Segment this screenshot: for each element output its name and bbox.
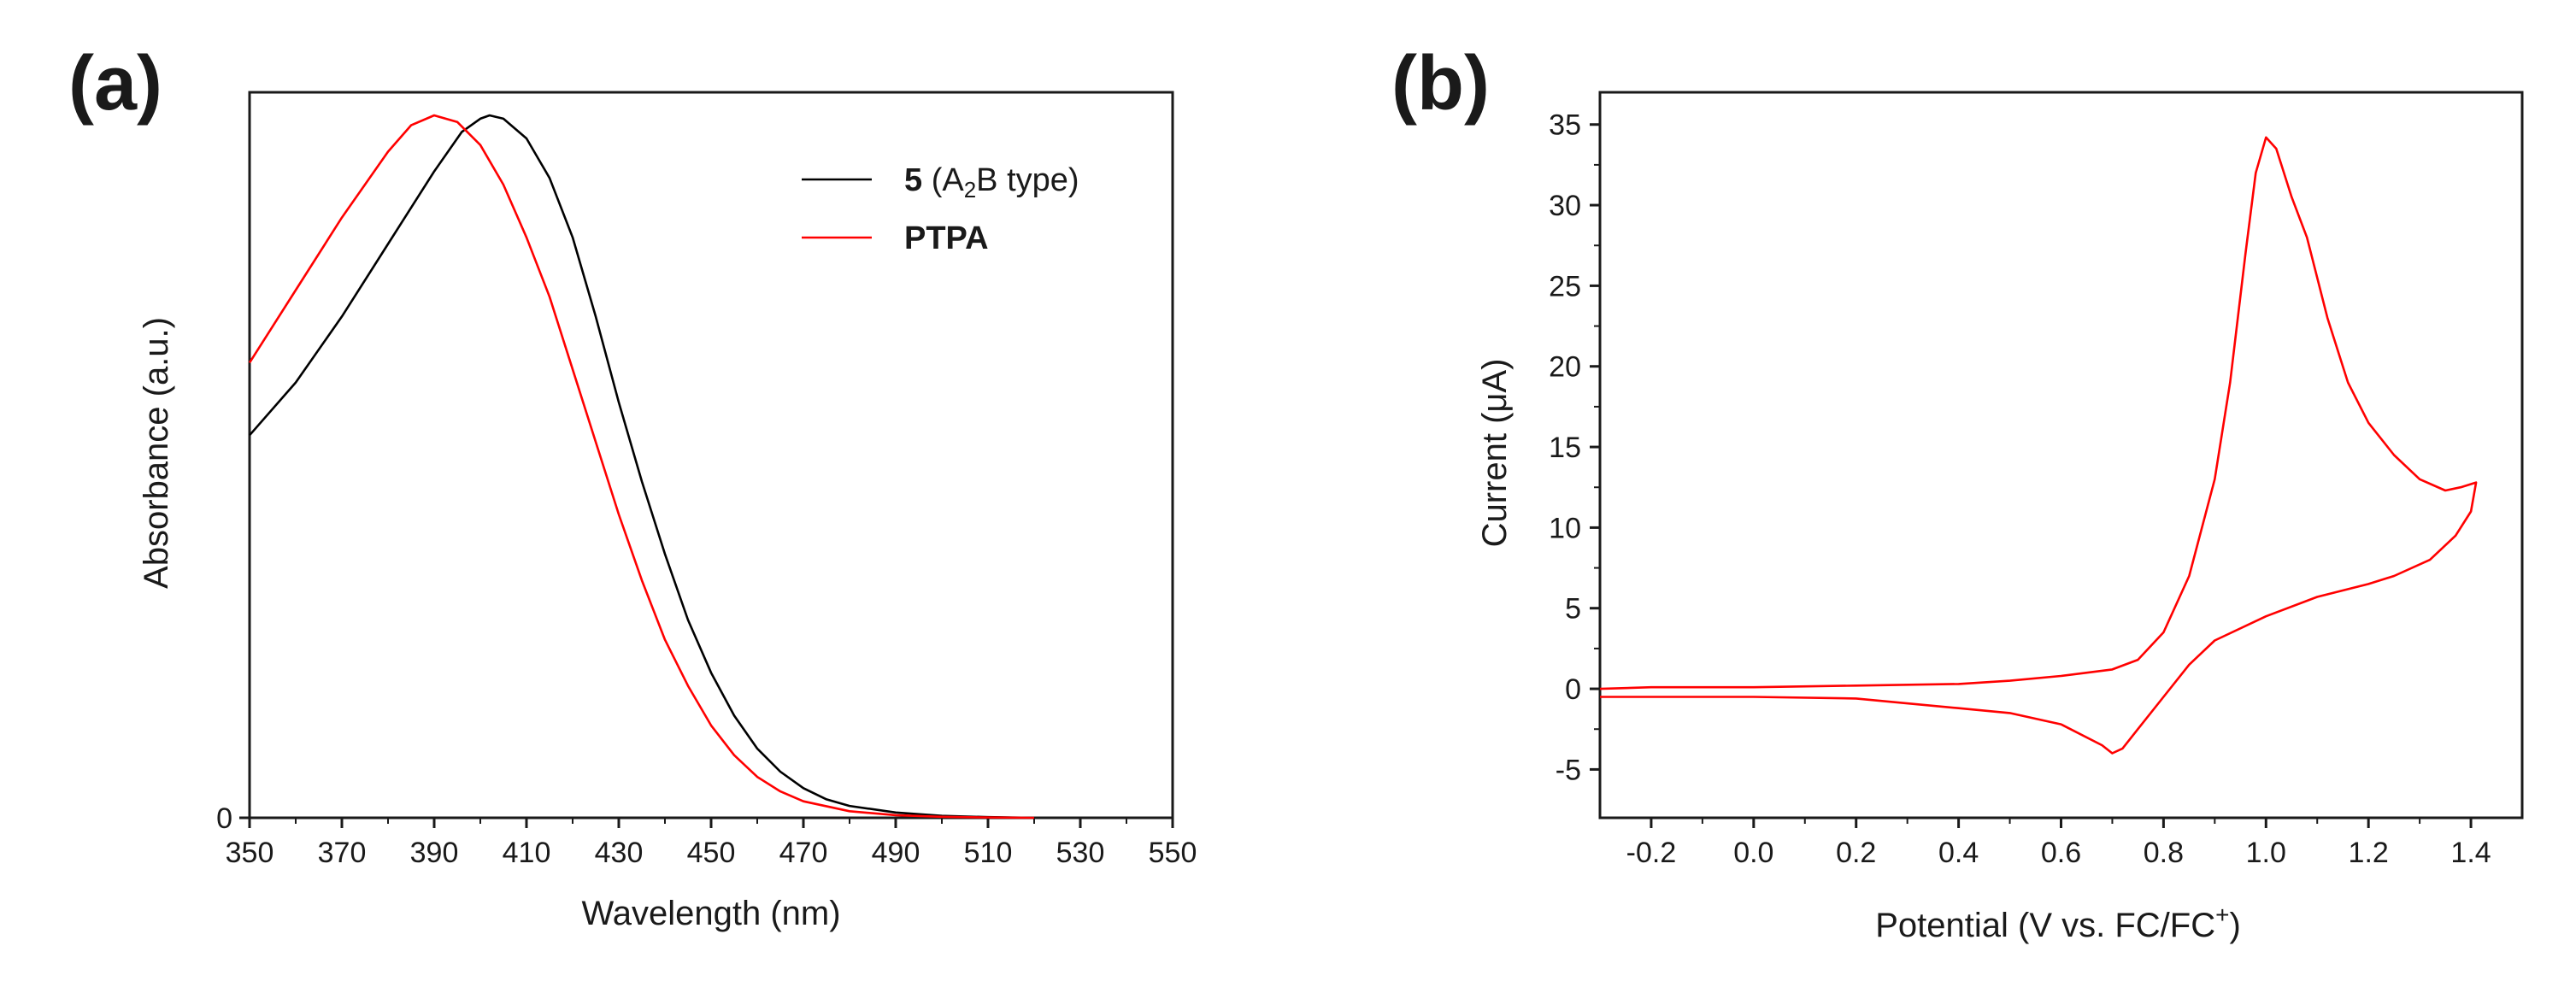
panel-b-series [1599,136,2478,755]
panel-b-chart: (b) -0.2 0.0 0.2 0.4 0.6 0.8 1.0 1.2 1.4 -5 0 5 10 15… [1391,41,2524,944]
panel-b-y-tick-label: 25 [1549,270,1581,303]
panel-a-x-tick-label: 470 [779,837,828,869]
panel-a-y-tick-label: 0 [216,802,232,835]
panel-a-x-tick-label: 430 [595,837,644,869]
panel-a-legend: 5 (A2B type) PTPA [802,162,1079,256]
panel-a-series-line [249,114,1035,820]
panel-b-y-tick-label: 35 [1549,109,1581,142]
panel-b-y-tick-label: 10 [1549,512,1581,544]
panel-b-x-tick-label: 1.0 [2246,837,2286,869]
panel-a-x-ticks: 350 370 390 410 430 450 470 490 510 530 550 [226,816,1197,869]
panel-b-y-axis-title: Current (μA) [1476,359,1514,548]
panel-b-x-tick-label: 0.8 [2144,837,2184,869]
panel-b-y-tick-label: 15 [1549,432,1581,464]
legend-label-ptpa: PTPA [904,220,989,256]
panel-b-x-tick-label: 0.0 [1733,837,1773,869]
legend-label-5: 5 (A2B type) [904,162,1079,203]
panel-b-x-tick-label: 1.4 [2450,837,2491,869]
panel-b-cv-curve [1599,136,2478,755]
panel-a-y-axis-title: Absorbance (a.u.) [138,317,175,589]
panel-b-x-axis-title: Potential (V vs. FC/FC+) [1875,902,2241,944]
panel-b-x-tick-label: 0.6 [2041,837,2081,869]
panel-a-series-line [248,114,1035,820]
panel-a-x-tick-label: 390 [410,837,459,869]
panel-b-ticks: -0.2 0.0 0.2 0.4 0.6 0.8 1.0 1.2 1.4 -5 0 5 10 15 20 25… [1549,109,2491,869]
panel-b-y-tick-label: 5 [1565,593,1581,626]
panel-b-x-tick-label: 0.4 [1938,837,1979,869]
panel-a-x-tick-label: 550 [1149,837,1197,869]
panel-a-chart: (a) 350 370 390 410 430 450 470 490 510 530 550 0 … [68,41,1197,932]
panel-b-plot-frame [1598,91,2524,820]
panel-a-x-axis-title: Wavelength (nm) [581,895,840,932]
panel-b-y-tick-label: -5 [1556,754,1581,786]
panel-b-x-tick-label: -0.2 [1626,837,1677,869]
panel-a-x-tick-label: 530 [1056,837,1105,869]
panel-a-x-tick-label: 410 [503,837,551,869]
panel-b-y-tick-label: 20 [1549,351,1581,384]
panel-a-x-tick-label: 510 [964,837,1013,869]
panel-b-y-tick-label: 30 [1549,190,1581,222]
panel-a-series [248,114,1035,820]
panel-a-x-tick-label: 450 [687,837,736,869]
panel-a-plot-frame [248,91,1174,820]
panel-b-label: (b) [1391,41,1490,126]
panel-a-label: (a) [68,41,162,126]
panel-a-x-tick-label: 490 [872,837,920,869]
panel-b-x-tick-label: 0.2 [1836,837,1876,869]
panel-b-x-tick-label: 1.2 [2349,837,2389,869]
panel-a-x-tick-label: 350 [226,837,274,869]
panel-b-y-tick-label: 0 [1565,673,1581,706]
panel-a-x-tick-label: 370 [318,837,367,869]
